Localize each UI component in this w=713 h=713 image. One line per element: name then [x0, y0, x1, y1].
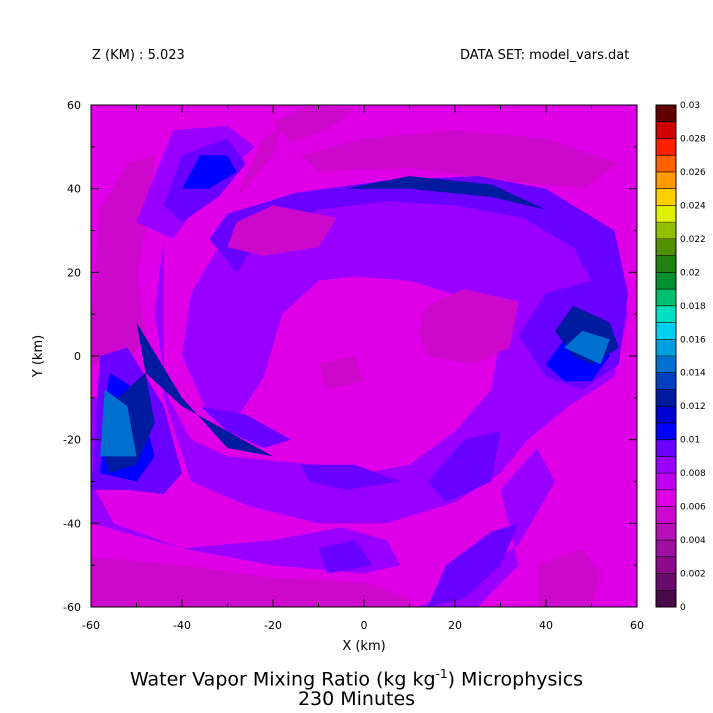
colorbar-swatch: [656, 105, 676, 123]
y-tick-label: 60: [67, 99, 81, 112]
colorbar-swatch: [656, 356, 676, 374]
colorbar-swatch: [656, 590, 676, 608]
contour-region-15: [300, 464, 401, 490]
colorbar-swatch: [656, 339, 676, 357]
colorbar-swatch: [656, 439, 676, 457]
colorbar-tick-label: 0.026: [680, 168, 706, 178]
contour-region-10: [209, 176, 628, 390]
contour-region-6: [154, 184, 628, 524]
contour-region-13: [427, 523, 519, 607]
colorbar-swatch: [656, 289, 676, 307]
x-tick-label: -60: [82, 619, 100, 632]
title-exponent: -1: [435, 667, 448, 681]
title-main: Water Vapor Mixing Ratio (kg kg: [129, 668, 436, 691]
colorbar-swatch: [656, 422, 676, 441]
colorbar-swatch: [656, 205, 676, 223]
colorbar-swatch: [656, 171, 676, 190]
contour-region-18: [182, 155, 237, 189]
contour-region-14: [200, 406, 292, 448]
y-tick-label: 20: [67, 266, 81, 279]
colorbar-tick-label: 0: [680, 603, 686, 613]
colorbar-tick-label: 0.022: [680, 235, 706, 245]
colorbar-tick-label: 0.018: [680, 302, 706, 312]
colorbar-swatch: [656, 138, 676, 156]
y-axis-label: Y (km): [31, 335, 46, 378]
x-tick-label: -40: [173, 619, 191, 632]
colorbar: 0 0.002 0.004 0.006 0.008 0.01 0.012 0.014 0.016…: [655, 101, 706, 613]
colorbar-tick-label: 0.03: [680, 101, 700, 111]
plot-area: [91, 105, 637, 607]
title-suffix: ) Microphysics: [447, 668, 584, 691]
chart-title: Water Vapor Mixing Ratio (kg kg-1) Micro…: [0, 664, 713, 709]
x-tick-label: 0: [361, 619, 368, 632]
colorbar-tick-label: 0.012: [680, 402, 706, 412]
x-tick-label: 40: [539, 619, 553, 632]
colorbar-tick-label: 0.002: [680, 570, 706, 580]
colorbar-swatch: [656, 188, 676, 206]
contour-region-21: [345, 176, 546, 210]
colorbar-swatch: [656, 372, 676, 390]
colorbar-swatch: [656, 556, 676, 575]
y-tick-label: 40: [67, 183, 81, 196]
colorbar-swatch: [656, 238, 676, 257]
contour-region-23: [100, 389, 137, 457]
title-line: Water Vapor Mixing Ratio (kg kg-1) Micro…: [0, 664, 713, 689]
colorbar-swatch: [656, 305, 676, 324]
colorbar-tick-label: 0.004: [680, 536, 706, 546]
colorbar-swatch: [656, 540, 676, 558]
colorbar-tick-label: 0.028: [680, 134, 706, 144]
contour-region-27: [318, 356, 364, 390]
colorbar-tick-label: 0.006: [680, 503, 706, 513]
contour-region-4: [536, 548, 601, 607]
colorbar-swatch: [656, 389, 676, 407]
colorbar-swatch: [656, 456, 676, 474]
colorbar-swatch: [656, 272, 676, 290]
x-tick-label: 60: [630, 619, 644, 632]
colorbar-swatch: [656, 222, 676, 240]
colorbar-swatch: [656, 322, 676, 340]
colorbar-tick-label: 0.024: [680, 201, 706, 211]
subtitle: 230 Minutes: [297, 688, 416, 711]
x-tick-label: -20: [264, 619, 282, 632]
colorbar-swatch: [656, 255, 676, 273]
colorbar-swatch: [656, 506, 676, 524]
contour-region-12: [427, 431, 501, 503]
colorbar-swatch: [656, 489, 676, 508]
x-tick-label: 20: [448, 619, 462, 632]
header-dataset-label: DATA SET: model_vars.dat: [460, 48, 630, 63]
colorbar-tick-label: 0.016: [680, 335, 706, 345]
header-level-label: Z (KM) : 5.023: [92, 48, 185, 63]
contour-region-26: [418, 289, 519, 365]
colorbar-swatch: [656, 155, 676, 173]
colorbar-tick-label: 0.02: [680, 268, 700, 278]
contour-region-20: [100, 322, 273, 474]
y-tick-label: 0: [74, 350, 81, 363]
colorbar-swatch: [656, 473, 676, 491]
contour-region-1: [91, 155, 155, 365]
x-axis-label: X (km): [342, 639, 385, 654]
colorbar-swatch: [656, 121, 676, 139]
contour-region-25: [227, 205, 337, 256]
contour-region-2: [273, 105, 355, 143]
colorbar-tick-label: 0.008: [680, 469, 706, 479]
contour-region-7: [418, 448, 556, 607]
contour-region-16: [318, 540, 374, 574]
colorbar-tick-label: 0.014: [680, 369, 706, 379]
contour-region-24: [564, 330, 610, 365]
y-tick-label: -60: [63, 601, 81, 614]
colorbar-swatch: [656, 406, 676, 424]
y-tick-label: -40: [63, 517, 81, 530]
contour-region-28: [236, 125, 283, 197]
colorbar-swatch: [656, 523, 676, 541]
colorbar-swatch: [656, 573, 676, 591]
axes: -60 -40 -20 0 20 40 60 -60 -40 -20 0 20 40 60: [63, 99, 644, 632]
contour-region-0: [91, 556, 410, 607]
colorbar-tick-label: 0.01: [680, 436, 700, 446]
contour-region-3: [300, 130, 619, 189]
y-tick-label: -20: [63, 434, 81, 447]
